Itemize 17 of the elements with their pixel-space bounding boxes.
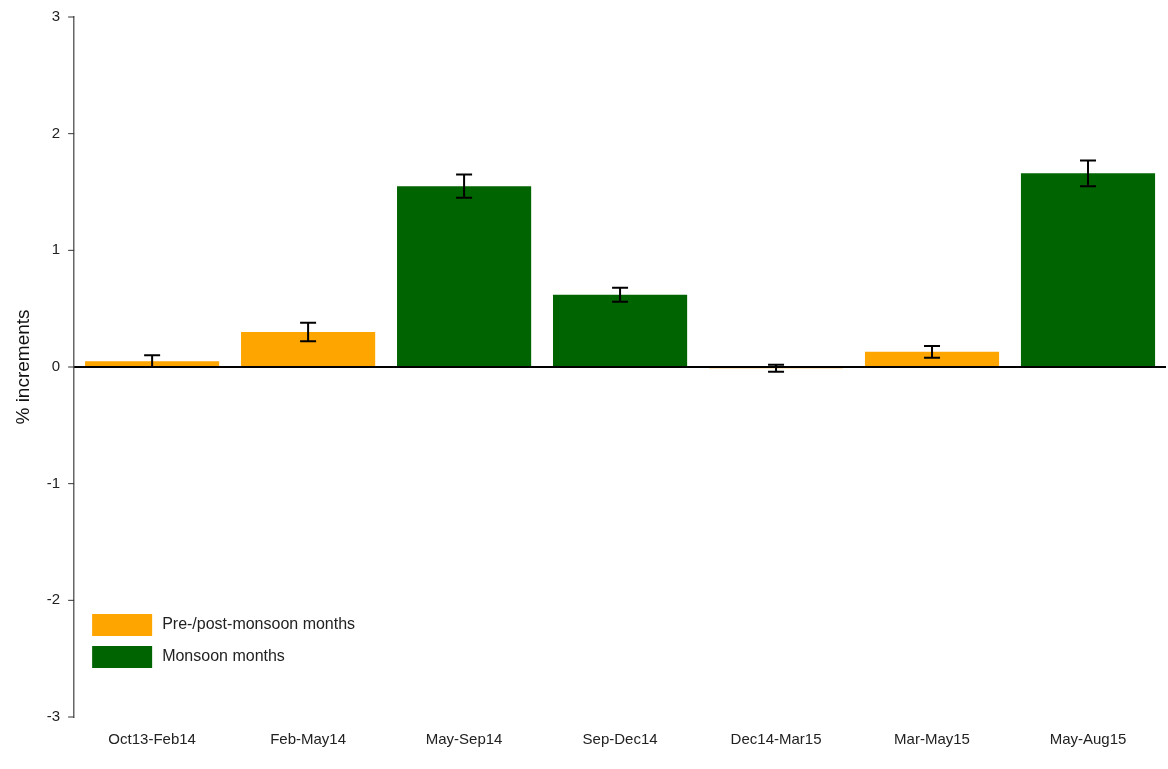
y-tick-label: 3 xyxy=(51,7,61,25)
y-tick-label: 1 xyxy=(51,240,61,258)
x-tick-label: Dec14-Mar15 xyxy=(730,730,822,748)
y-axis-title: % increments xyxy=(11,309,33,425)
y-tick-label: -2 xyxy=(46,590,61,608)
y-tick-label: 0 xyxy=(51,357,61,375)
y-tick-label: -3 xyxy=(46,707,61,725)
x-tick-label: May-Sep14 xyxy=(425,730,503,748)
x-tick-label: Mar-May15 xyxy=(894,730,970,748)
x-tick-label: Oct13-Feb14 xyxy=(108,730,196,748)
x-tick-label: May-Aug15 xyxy=(1049,730,1127,748)
x-tick-label: Feb-May14 xyxy=(270,730,347,748)
y-tick-label: 2 xyxy=(51,123,61,141)
legend-label: Monsoon months xyxy=(162,647,285,665)
y-tick-label: -1 xyxy=(46,473,61,491)
x-tick-label: Sep-Dec14 xyxy=(582,730,658,748)
legend-label: Pre-/post-monsoon months xyxy=(162,615,356,633)
